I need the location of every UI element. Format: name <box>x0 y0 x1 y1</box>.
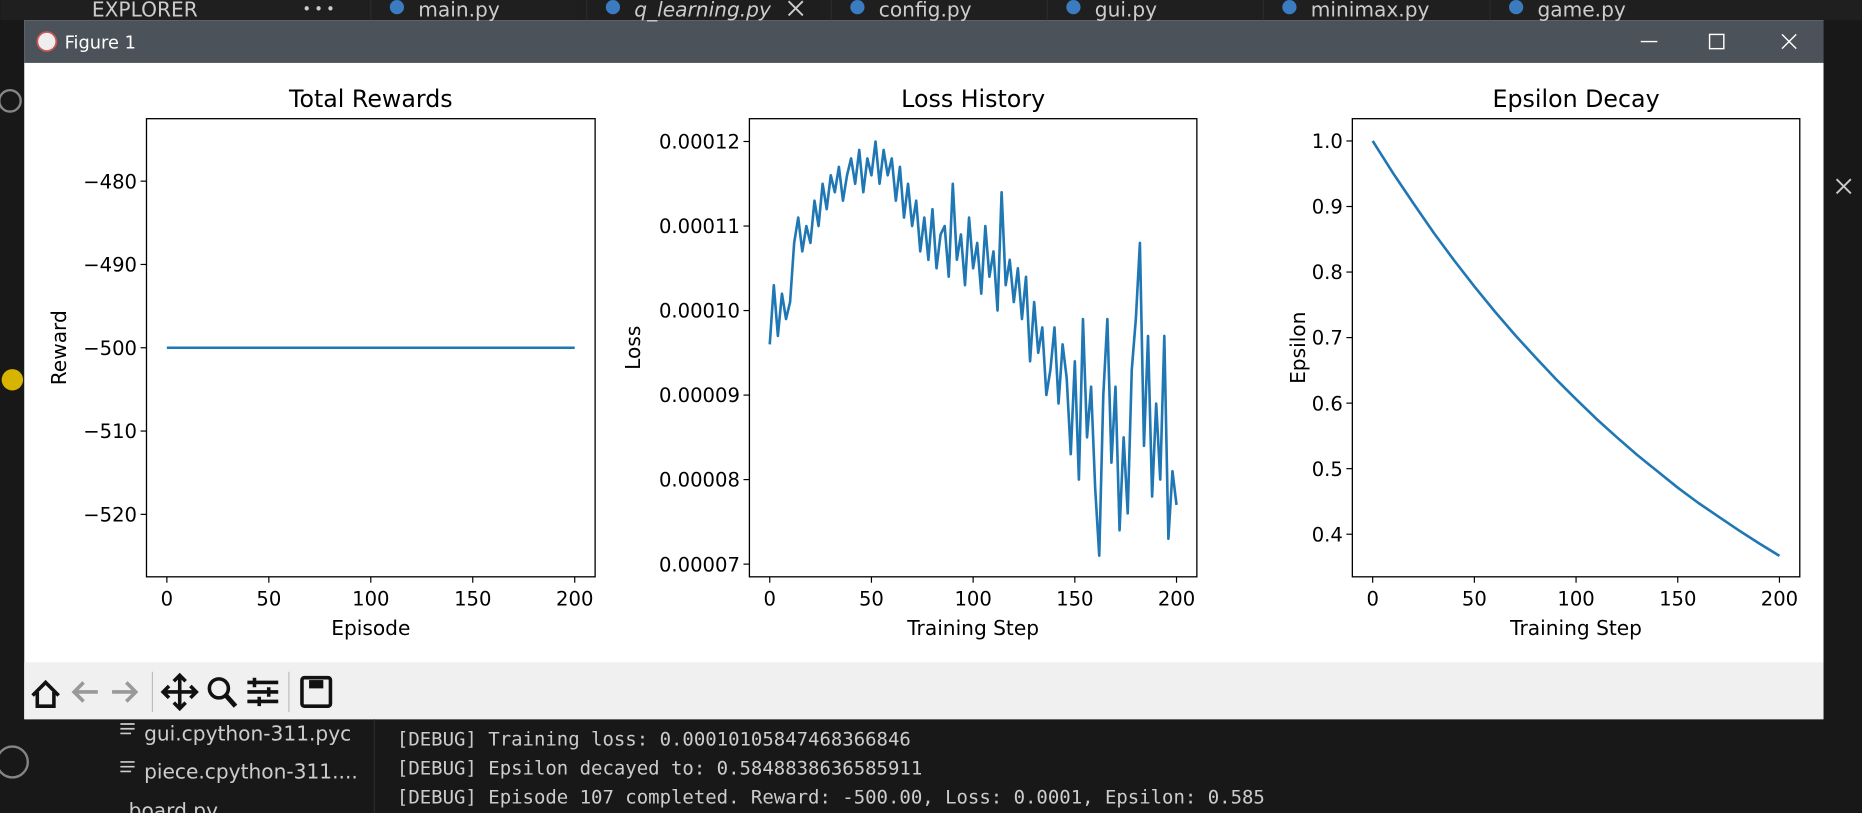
close-panel[interactable] <box>1835 178 1852 195</box>
x-tick-label: 0 <box>161 587 173 610</box>
x-axis-label: Episode <box>331 616 410 640</box>
y-tick-label: 0.00008 <box>659 469 740 492</box>
python-icon <box>1066 0 1081 15</box>
badge <box>1 369 24 391</box>
back-button[interactable] <box>71 681 98 703</box>
more-dot[interactable] <box>316 6 321 11</box>
y-tick-label: −510 <box>83 420 137 443</box>
editor-tab[interactable]: main.py <box>418 0 500 22</box>
save-button[interactable] <box>300 675 333 708</box>
x-tick-label: 50 <box>859 587 884 610</box>
y-tick-label: −520 <box>83 503 137 526</box>
python-icon <box>605 0 621 15</box>
pan-button[interactable] <box>160 672 199 712</box>
x-tick-label: 0 <box>764 587 776 610</box>
y-tick-label: 0.7 <box>1312 327 1343 350</box>
x-tick-label: 100 <box>352 587 389 610</box>
file-icon <box>120 723 135 735</box>
python-icon <box>389 0 405 15</box>
editor-tab[interactable]: EXPLORER <box>92 0 198 22</box>
editor-tab[interactable]: q_learning.py <box>634 0 772 22</box>
python-icon <box>1509 0 1524 15</box>
file-icon <box>120 761 135 773</box>
python-icon <box>1282 0 1297 15</box>
editor-tab[interactable]: game.py <box>1537 0 1625 22</box>
x-tick-label: 200 <box>556 587 593 610</box>
y-axis-label: Loss <box>621 326 645 370</box>
x-tick-label: 200 <box>1158 587 1195 610</box>
y-tick-label: 1.0 <box>1312 130 1343 153</box>
y-tick-label: 0.9 <box>1312 196 1343 219</box>
configure-button[interactable] <box>247 677 279 707</box>
explorer-file[interactable]: board.py <box>129 799 218 813</box>
figure-window <box>24 20 1824 720</box>
forward-button[interactable] <box>112 681 139 703</box>
more-dot[interactable] <box>328 6 333 11</box>
y-tick-label: −500 <box>83 337 137 360</box>
plot-frame <box>145 118 596 578</box>
search-icon[interactable] <box>0 89 22 113</box>
y-tick-label: 0.6 <box>1312 392 1343 415</box>
more-dot[interactable] <box>304 6 309 11</box>
y-tick-label: 0.00010 <box>659 300 740 323</box>
plot-frame <box>1351 118 1801 578</box>
y-tick-label: 0.5 <box>1312 458 1343 481</box>
x-tick-label: 50 <box>256 587 281 610</box>
toolbar <box>24 662 1824 720</box>
x-axis-label: Training Step <box>906 616 1039 640</box>
active-tab[interactable] <box>576 0 820 21</box>
x-tick-label: 150 <box>1659 587 1696 610</box>
explorer-file[interactable]: piece.cpython-311.... <box>144 760 358 784</box>
tab-bar <box>0 0 1862 21</box>
chart-title: Loss History <box>901 85 1045 113</box>
x-tick-label: 150 <box>454 587 491 610</box>
terminal-line: [DEBUG] Episode 107 completed. Reward: -… <box>397 787 1265 809</box>
editor-tab[interactable]: minimax.py <box>1311 0 1430 22</box>
y-tick-label: 0.8 <box>1312 261 1343 284</box>
explorer-file[interactable]: gui.cpython-311.pyc <box>144 722 351 746</box>
x-tick-label: 200 <box>1761 587 1798 610</box>
maximize-button[interactable] <box>1708 33 1725 50</box>
x-tick-label: 0 <box>1366 587 1378 610</box>
x-tick-label: 150 <box>1056 587 1093 610</box>
data-line <box>768 140 1178 557</box>
activity-bar <box>0 20 25 813</box>
terminal-line: [DEBUG] Epsilon decayed to: 0.5848838636… <box>397 757 922 779</box>
save-icon-part <box>309 680 324 689</box>
editor-tab[interactable]: config.py <box>879 0 972 22</box>
window-title: Figure 1 <box>65 33 136 54</box>
plot-frame <box>748 118 1198 578</box>
zoom-handle <box>224 693 238 708</box>
y-tick-label: 0.00012 <box>659 131 740 154</box>
x-axis-label: Training Step <box>1509 616 1642 640</box>
zoom-button[interactable] <box>207 677 231 700</box>
x-tick-label: 100 <box>954 587 991 610</box>
home-button[interactable] <box>31 679 60 708</box>
y-tick-label: 0.00009 <box>659 384 740 407</box>
y-tick-label: −490 <box>83 254 137 277</box>
x-tick-label: 50 <box>1462 587 1487 610</box>
y-tick-label: 0.00007 <box>659 553 740 576</box>
close-button[interactable] <box>1781 33 1797 50</box>
y-tick-label: 0.4 <box>1312 523 1343 546</box>
y-axis-label: Reward <box>47 310 71 385</box>
account-icon[interactable] <box>0 745 29 779</box>
y-tick-label: −480 <box>83 170 137 193</box>
editor-tab[interactable]: gui.py <box>1095 0 1157 22</box>
app-icon <box>36 31 58 52</box>
python-icon <box>850 0 865 15</box>
close-tab[interactable] <box>787 0 804 17</box>
chart-title: Total Rewards <box>288 85 453 113</box>
chart-title: Epsilon Decay <box>1492 85 1659 113</box>
title-bar <box>24 20 1824 63</box>
y-axis-label: Epsilon <box>1286 312 1310 384</box>
data-line <box>1371 140 1781 557</box>
terminal-line: [DEBUG] Training loss: 0.000101058474683… <box>397 728 911 750</box>
x-tick-label: 100 <box>1557 587 1594 610</box>
y-tick-label: 0.00011 <box>659 215 740 238</box>
